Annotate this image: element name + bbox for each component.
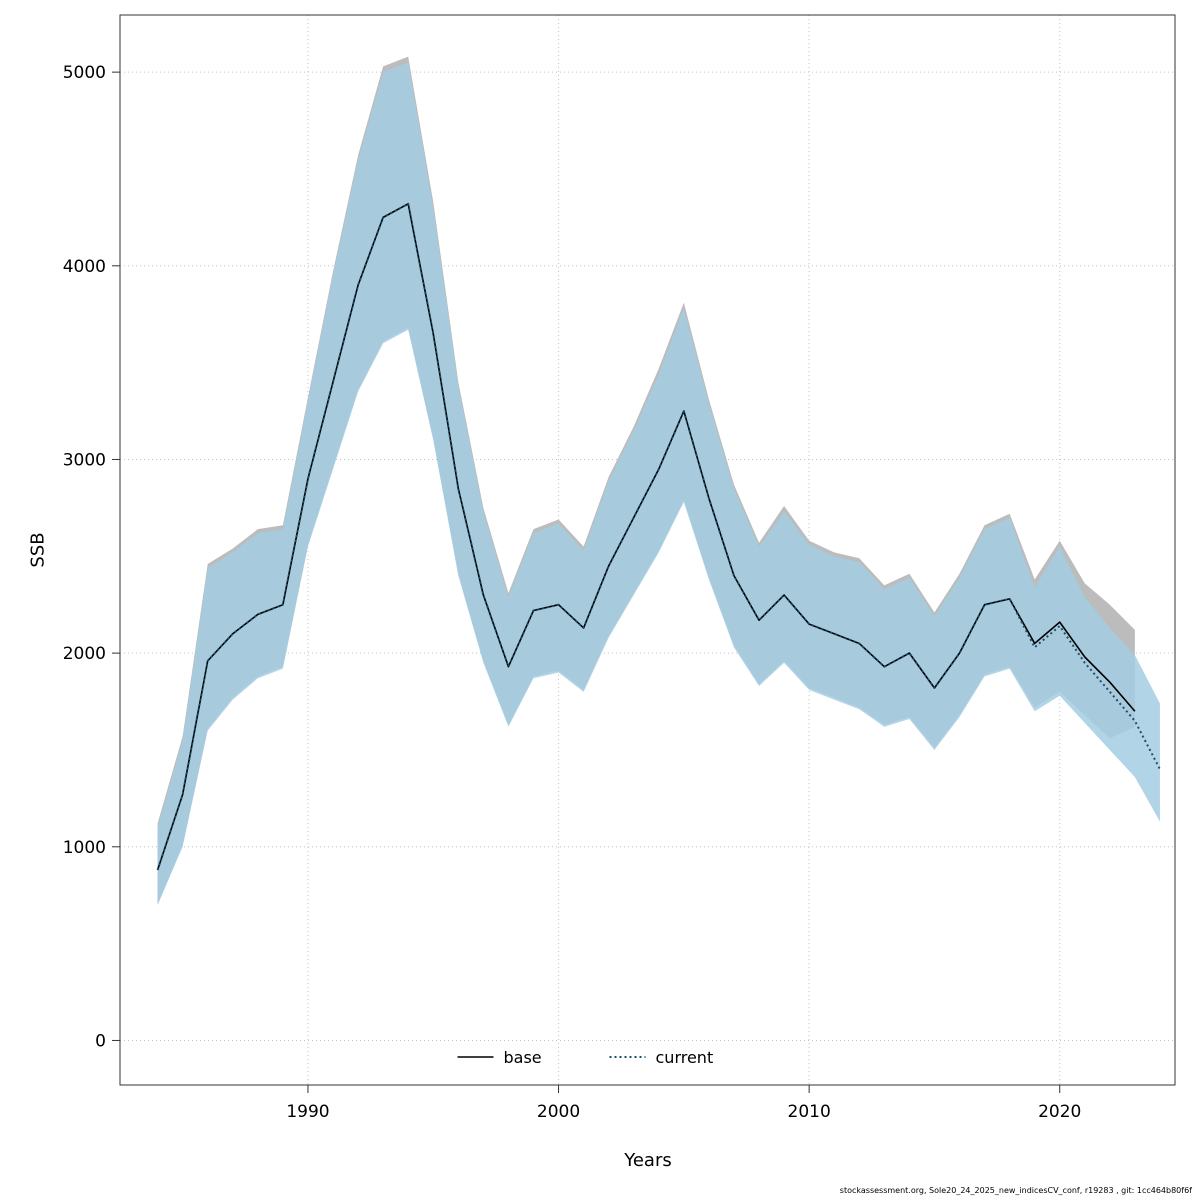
x-tick-label: 2000 — [537, 1102, 580, 1122]
plot-border — [119, 14, 1176, 1086]
current-line — [156, 202, 1161, 871]
current-confidence-band — [157, 62, 1160, 905]
y-axis-label: SSB — [27, 532, 49, 568]
y-tick-label: 1000 — [63, 838, 106, 858]
legend-base-label: base — [504, 1048, 542, 1067]
y-tick-label: 4000 — [63, 257, 106, 277]
legend-current-label: current — [656, 1048, 714, 1067]
y-tick-label: 0 — [95, 1031, 106, 1051]
y-tick-label: 2000 — [63, 644, 106, 664]
x-tick-label: 1990 — [286, 1102, 329, 1122]
x-tick-label: 2010 — [788, 1102, 831, 1122]
y-tick-label: 3000 — [63, 450, 106, 470]
y-tick-label: 5000 — [63, 63, 106, 83]
x-tick-label: 2020 — [1038, 1102, 1081, 1122]
x-axis-label: Years — [624, 1150, 672, 1171]
footer-note: stockassessment.org, Sole20_24_2025_new_… — [839, 1186, 1192, 1195]
